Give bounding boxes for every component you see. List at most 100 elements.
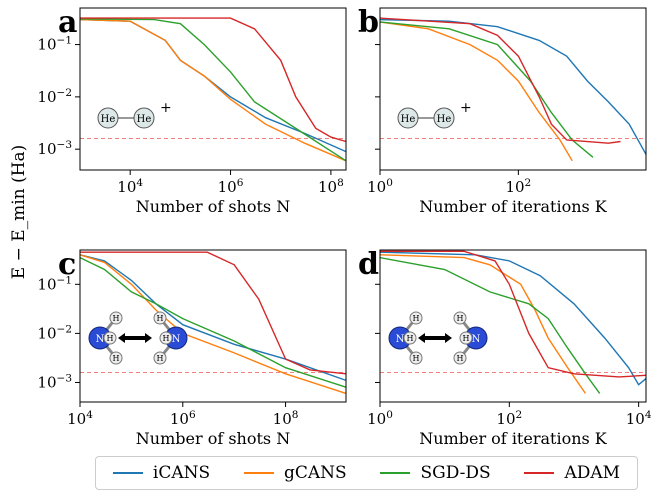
- tick-label: 106: [170, 409, 196, 428]
- x-axis-label: Number of iterations K: [419, 197, 608, 216]
- arrow-head-icon: [145, 333, 152, 343]
- tick-label: 10−2: [37, 87, 72, 106]
- legend-swatch: [380, 472, 411, 474]
- atom-label: N: [396, 334, 405, 345]
- tick-label: 10−3: [37, 139, 72, 158]
- hydrogen-atom-icon: [403, 331, 417, 345]
- hydrogen-atom-icon: [103, 331, 117, 345]
- atom-label: N: [96, 334, 105, 345]
- panel-label: c: [58, 247, 76, 282]
- atom-label: H: [463, 334, 470, 343]
- legend-item-sgdds: SGD-DS: [380, 463, 491, 483]
- panel-label: a: [58, 5, 77, 40]
- series-line-gcans: [79, 18, 347, 162]
- hydrogen-atom-icon: [109, 351, 123, 365]
- series-line-adam: [80, 17, 347, 143]
- series-line-icans: [79, 254, 347, 382]
- atom-label: H: [113, 314, 120, 323]
- arrow-head-icon: [418, 333, 425, 343]
- tick-label: 104: [117, 177, 143, 196]
- series-line-icans: [79, 18, 347, 153]
- tick-label: 102: [505, 177, 531, 196]
- charge-label: +: [160, 100, 172, 116]
- legend-label: SGD-DS: [420, 463, 491, 483]
- legend-item-icans: iCANS: [112, 463, 211, 483]
- legend-label: ADAM: [564, 463, 621, 483]
- legend-label: iCANS: [152, 463, 211, 483]
- hydrogen-atom-icon: [159, 331, 173, 345]
- atom-label: H: [413, 314, 420, 323]
- atom-label: H: [163, 334, 170, 343]
- tick-label: 104: [626, 409, 652, 428]
- atom-label: H: [457, 314, 464, 323]
- tick-label: 108: [318, 177, 344, 196]
- series-line-adam: [379, 17, 621, 144]
- series-line-gcans: [379, 21, 573, 162]
- atom-label: H: [457, 354, 464, 363]
- series-line-gcans: [379, 254, 586, 394]
- series-line-sgd-ds: [79, 256, 347, 388]
- tick-label: 108: [273, 409, 299, 428]
- legend-item-adam: ADAM: [524, 463, 620, 483]
- hydrogen-atom-icon: [409, 351, 423, 365]
- tick-label: 10−3: [37, 372, 72, 391]
- atom-label: H: [113, 354, 120, 363]
- x-axis-label: Number of shots N: [136, 429, 290, 448]
- hydrogen-atom-icon: [133, 107, 155, 129]
- helium-atom-icon: [397, 107, 419, 129]
- legend-swatch: [243, 472, 274, 474]
- hydrogen-atom-icon: [433, 107, 455, 129]
- hydrogen-atom-icon: [459, 331, 473, 345]
- hydrogen-atom-icon: [453, 311, 467, 325]
- series-line-icans: [379, 251, 647, 386]
- atom-label: N: [172, 334, 181, 345]
- legend-swatch: [524, 472, 555, 474]
- hydrogen-atom-icon: [153, 311, 167, 325]
- plot-frame: [79, 249, 347, 403]
- plot-frame: [379, 7, 647, 171]
- atom-label: N: [472, 334, 481, 345]
- arrow-head-icon: [445, 333, 452, 343]
- atom-label: H: [407, 334, 414, 343]
- series-line-sgd-ds: [379, 256, 601, 394]
- charge-label: +: [460, 100, 472, 116]
- plot-frame: [79, 7, 347, 171]
- atom-label: H: [107, 334, 114, 343]
- hydrogen-atom-icon: [453, 351, 467, 365]
- atom-label: He: [137, 114, 152, 125]
- series-line-sgd-ds: [79, 18, 347, 162]
- legend-swatch: [112, 472, 143, 474]
- panel-label: b: [358, 5, 379, 40]
- atom-label: H: [413, 354, 420, 363]
- atom-label: H: [157, 354, 164, 363]
- hydrogen-atom-icon: [409, 311, 423, 325]
- tick-label: 106: [218, 177, 244, 196]
- panel-label: d: [358, 247, 379, 282]
- atom-label: He: [401, 114, 416, 125]
- tick-label: 104: [67, 409, 93, 428]
- x-axis-label: Number of iterations K: [419, 429, 608, 448]
- atom-label: H: [157, 314, 164, 323]
- legend-item-gcans: gCANS: [243, 463, 347, 483]
- plot-frame: [379, 249, 647, 403]
- series-line-adam: [380, 250, 647, 378]
- hydrogen-atom-icon: [153, 351, 167, 365]
- tick-label: 100: [367, 409, 393, 428]
- series-line-gcans: [79, 254, 347, 395]
- arrow-head-icon: [118, 333, 125, 343]
- series-line-sgd-ds: [379, 21, 594, 158]
- hydrogen-atom-icon: [109, 311, 123, 325]
- tick-label: 10−2: [37, 323, 72, 342]
- y-axis-label: E − E_min (Ha): [9, 145, 29, 280]
- atom-label: He: [101, 114, 116, 125]
- chart-svg: E − E_min (Ha) 104 106 10810−110−210−3Numbe…: [9, 5, 652, 448]
- atom-label: He: [437, 114, 452, 125]
- helium-atom-icon: [97, 107, 119, 129]
- series-line-adam: [80, 251, 347, 375]
- x-axis-label: Number of shots N: [136, 197, 290, 216]
- tick-label: 102: [496, 409, 522, 428]
